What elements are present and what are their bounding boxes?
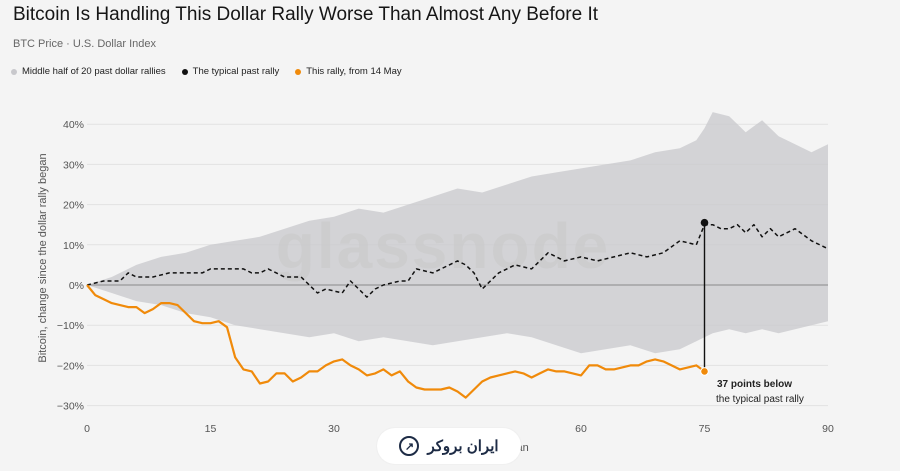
- legend-item-this-rally[interactable]: This rally, from 14 May: [295, 66, 402, 77]
- typical-endpoint: [700, 218, 709, 227]
- x-tick-label: 90: [822, 423, 834, 435]
- chart-title: Bitcoin Is Handling This Dollar Rally Wo…: [13, 4, 599, 25]
- legend: Middle half of 20 past dollar rallies Th…: [11, 66, 402, 77]
- y-tick-label: −30%: [57, 401, 84, 413]
- watermark-text: glassnode: [276, 210, 611, 282]
- legend-swatch-typical: [181, 68, 188, 75]
- band-area: [87, 112, 828, 354]
- legend-item-typical[interactable]: The typical past rally: [181, 66, 280, 77]
- y-tick-label: −10%: [57, 320, 84, 332]
- annotation-line1: 37 points below: [717, 379, 792, 390]
- x-tick-label: 30: [328, 423, 340, 435]
- y-tick-label: 10%: [63, 240, 84, 252]
- y-tick-label: 0%: [69, 280, 84, 292]
- x-tick-label: 75: [699, 423, 711, 435]
- x-tick-label: 60: [575, 423, 587, 435]
- y-tick-label: 30%: [63, 159, 84, 171]
- badge-text: ایران بروکر: [427, 438, 499, 455]
- y-tick-label: 20%: [63, 200, 84, 212]
- trend-chart-icon: ↗: [399, 436, 420, 456]
- legend-label-this-rally: This rally, from 14 May: [306, 66, 402, 77]
- legend-swatch-this-rally: [295, 68, 302, 75]
- series-typical-line: [86, 223, 829, 298]
- this-rally-endpoint: [700, 367, 709, 376]
- x-tick-label: 0: [84, 423, 90, 435]
- legend-label-typical: The typical past rally: [192, 66, 280, 77]
- series-this-rally-line: [86, 284, 706, 399]
- x-tick-label: 15: [205, 423, 217, 435]
- y-tick-label: −20%: [57, 360, 84, 372]
- y-axis-title: Bitcoin, change since the dollar rally b…: [37, 153, 49, 362]
- chart-subtitle: BTC Price · U.S. Dollar Index: [13, 38, 157, 50]
- legend-label-band: Middle half of 20 past dollar rallies: [22, 66, 166, 77]
- broker-badge[interactable]: ↗ ایران بروکر: [377, 428, 521, 464]
- legend-swatch-band: [11, 68, 17, 75]
- legend-item-band[interactable]: Middle half of 20 past dollar rallies: [11, 66, 166, 77]
- y-tick-label: 40%: [63, 119, 84, 131]
- annotation-line2: the typical past rally: [716, 394, 804, 405]
